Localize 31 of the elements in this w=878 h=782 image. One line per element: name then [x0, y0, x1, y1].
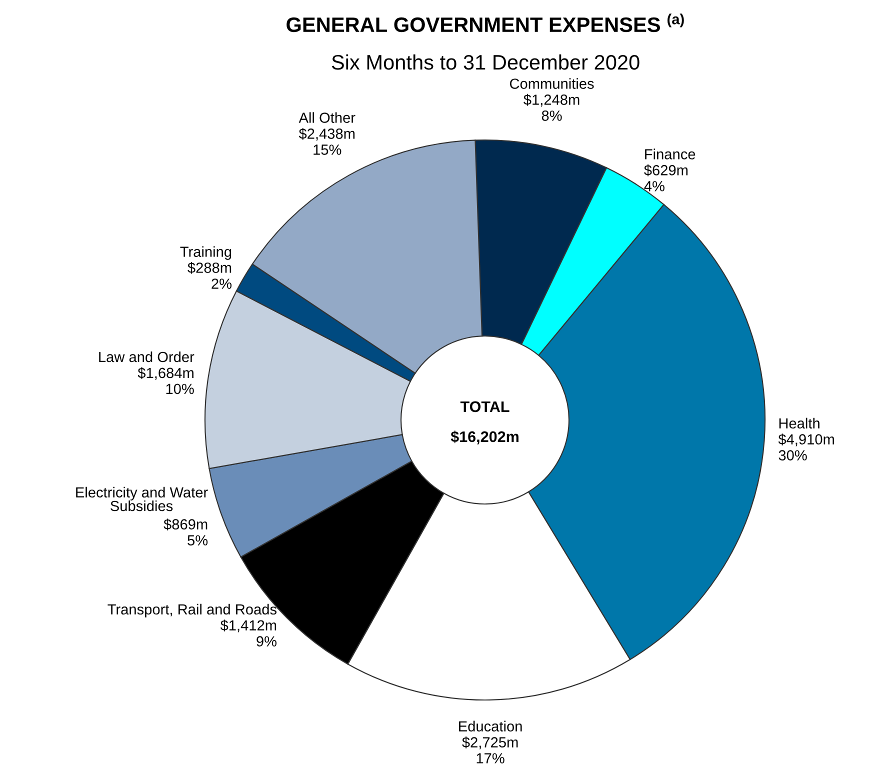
slice-label: Communities [510, 78, 594, 89]
chart-subtitle: Six Months to 31 December 2020 [332, 54, 640, 70]
text: 30% [778, 450, 807, 460]
text: TOTAL [460, 401, 510, 412]
slice-label: Law and Order [99, 351, 194, 362]
slice-label: Education [459, 720, 522, 732]
slice-label: Electricity and Water Subsidies [76, 486, 208, 512]
text: 5% [188, 535, 208, 546]
slice-label: All Other [298, 112, 356, 123]
data-label: $869m [164, 518, 208, 530]
slice-label: Transport, Rail and Roads [108, 604, 277, 618]
text: 10% [166, 384, 194, 394]
text: 4% [644, 181, 664, 192]
text: $16,202m [450, 430, 518, 444]
text: 15% [314, 144, 342, 155]
slice-label: Finance [645, 148, 696, 160]
data-label: $1,684m [138, 367, 194, 380]
text: 2% [212, 278, 232, 289]
data-label: $1,412m [220, 620, 276, 632]
text: 17% [476, 753, 504, 764]
chart-title: GENERAL GOVERNMENT EXPENSES $^{(a)}$ [286, 14, 684, 32]
data-label: $288m [188, 262, 232, 274]
text: 8% [542, 110, 562, 121]
data-label: $2,725m [462, 736, 518, 750]
data-label: $4,910m [778, 434, 834, 446]
text: 9% [256, 636, 277, 646]
data-label: $1,248m [524, 94, 580, 107]
slice-label: Health [779, 418, 820, 429]
slice-label: Training [180, 246, 232, 260]
data-label: $629m [644, 164, 688, 176]
data-label: $2,438m [298, 128, 355, 141]
